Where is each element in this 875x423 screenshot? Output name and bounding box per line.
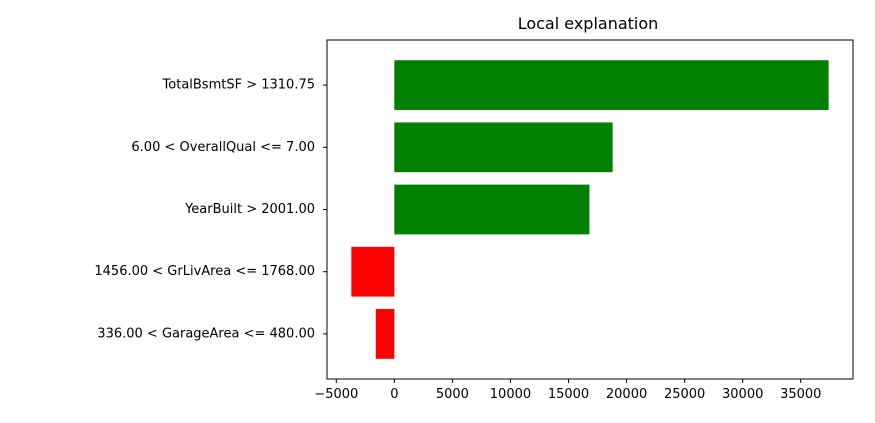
y-tick-label-0: TotalBsmtSF > 1310.75 — [162, 78, 315, 93]
y-tick-label-2: YearBuilt > 2001.00 — [184, 202, 315, 217]
x-tick-label-8: 35000 — [780, 387, 821, 402]
chart-title: Local explanation — [518, 14, 659, 33]
bar-2 — [394, 184, 590, 235]
y-tick-label-4: 336.00 < GarageArea <= 480.00 — [97, 326, 315, 341]
x-tick-label-2: 5000 — [436, 387, 469, 402]
y-axis: TotalBsmtSF > 1310.75 6.00 < OverallQual … — [94, 78, 327, 341]
x-tick-label-4: 15000 — [548, 387, 589, 402]
x-tick-label-6: 25000 — [664, 387, 705, 402]
x-tick-label-5: 20000 — [606, 387, 647, 402]
x-tick-label-1: 0 — [390, 387, 398, 402]
bar-0 — [394, 60, 829, 110]
bars-layer — [351, 60, 829, 359]
x-tick-label-3: 10000 — [490, 387, 531, 402]
x-tick-label-7: 30000 — [722, 387, 763, 402]
bar-4 — [375, 309, 395, 359]
y-tick-label-3: 1456.00 < GrLivArea <= 1768.00 — [94, 264, 315, 279]
y-tick-label-1: 6.00 < OverallQual <= 7.00 — [131, 140, 315, 155]
x-tick-label-0: −5000 — [314, 387, 358, 402]
bar-3 — [351, 246, 395, 297]
bar-1 — [394, 122, 613, 173]
x-axis: −5000 0 5000 10000 15000 20000 25000 30000 35000 — [314, 379, 821, 402]
